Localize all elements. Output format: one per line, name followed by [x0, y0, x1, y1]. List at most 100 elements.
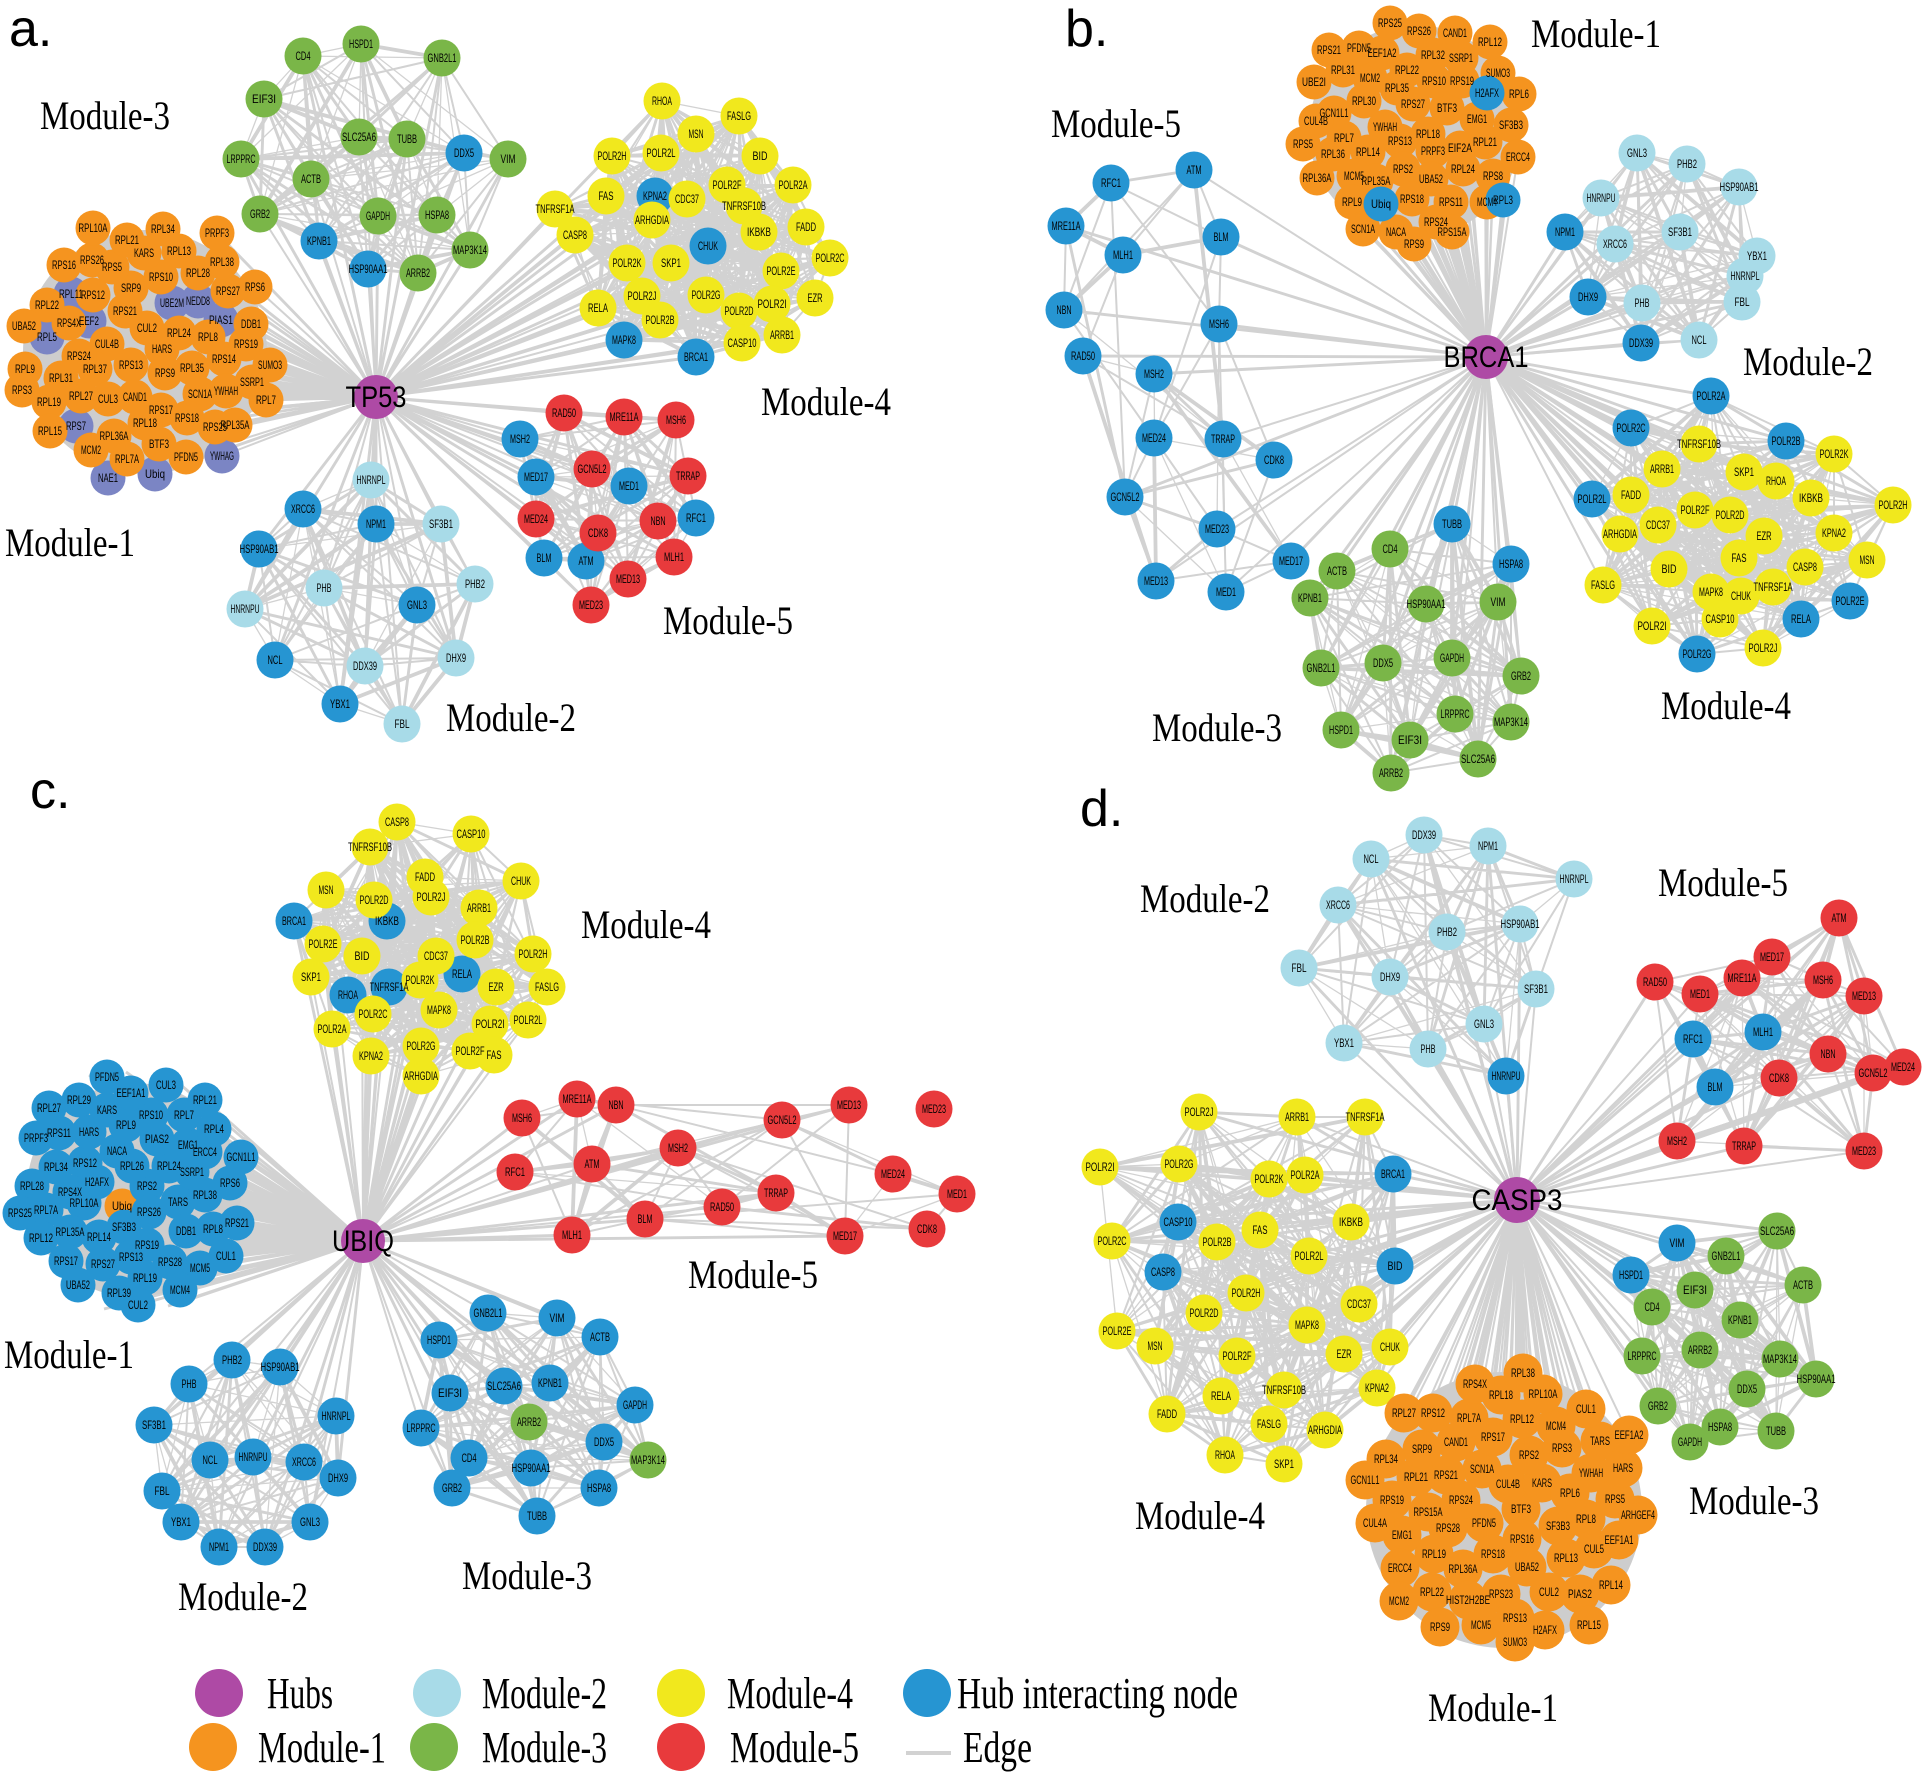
svg-text:SCN1A: SCN1A: [1351, 222, 1375, 236]
svg-text:Module-4: Module-4: [1661, 683, 1791, 728]
svg-text:RPL36A: RPL36A: [1449, 1562, 1478, 1576]
svg-text:RPL10A: RPL10A: [70, 1196, 99, 1210]
svg-text:RPL14: RPL14: [1599, 1578, 1623, 1592]
svg-text:SLC25A6: SLC25A6: [1461, 752, 1495, 766]
svg-text:ARRB2: ARRB2: [517, 1415, 541, 1429]
svg-text:BTF3: BTF3: [149, 437, 169, 451]
svg-text:RPS24: RPS24: [67, 349, 91, 363]
svg-text:RPL36: RPL36: [1321, 147, 1345, 161]
svg-text:CUL2: CUL2: [1539, 1585, 1559, 1599]
svg-text:NCL: NCL: [1364, 852, 1379, 866]
svg-text:MCM5: MCM5: [1471, 1618, 1491, 1632]
svg-text:POLR2K: POLR2K: [1255, 1172, 1284, 1186]
svg-text:POLR2E: POLR2E: [309, 937, 338, 951]
svg-text:MED1: MED1: [1690, 987, 1710, 1001]
svg-text:FBL: FBL: [1735, 295, 1750, 309]
svg-text:FASLG: FASLG: [535, 980, 559, 994]
svg-text:EZR: EZR: [1757, 529, 1772, 543]
svg-text:EEF1A1: EEF1A1: [117, 1086, 146, 1100]
svg-text:DDX39: DDX39: [1629, 336, 1653, 350]
svg-text:RPS2: RPS2: [1519, 1448, 1539, 1462]
svg-text:TNFRSF1A: TNFRSF1A: [536, 202, 575, 216]
svg-text:MRE11A: MRE11A: [1728, 971, 1757, 985]
svg-text:RPL3: RPL3: [1493, 193, 1513, 207]
svg-text:POLR2I: POLR2I: [1086, 1160, 1115, 1174]
svg-text:DHX9: DHX9: [1578, 290, 1598, 304]
svg-text:NACA: NACA: [1386, 225, 1406, 239]
svg-text:HNRNPL: HNRNPL: [322, 1409, 351, 1423]
svg-text:NCL: NCL: [203, 1453, 218, 1467]
svg-text:RPS16: RPS16: [1510, 1532, 1534, 1546]
svg-text:Module-2: Module-2: [1140, 876, 1270, 921]
svg-text:RPL38: RPL38: [193, 1188, 217, 1202]
svg-text:MSH6: MSH6: [1813, 973, 1833, 987]
svg-text:POLR2A: POLR2A: [1291, 1168, 1320, 1182]
svg-text:DHX9: DHX9: [446, 651, 466, 665]
svg-text:EZR: EZR: [489, 980, 504, 994]
svg-text:TRRAP: TRRAP: [1732, 1139, 1756, 1153]
svg-text:RPS5: RPS5: [1293, 137, 1313, 151]
svg-text:RPL11: RPL11: [59, 287, 83, 301]
svg-text:VIM: VIM: [1491, 595, 1506, 609]
svg-text:YBX1: YBX1: [330, 697, 350, 711]
svg-text:YWHAH: YWHAH: [1373, 120, 1397, 134]
svg-text:CAND1: CAND1: [123, 390, 147, 404]
svg-text:HNRNPU: HNRNPU: [1587, 191, 1616, 205]
svg-text:RPL7: RPL7: [1334, 131, 1354, 145]
svg-text:RPS12: RPS12: [73, 1156, 97, 1170]
svg-text:POLR2B: POLR2B: [1203, 1235, 1232, 1249]
svg-text:VIM: VIM: [501, 152, 516, 166]
svg-text:GRB2: GRB2: [250, 207, 270, 221]
svg-text:NPM1: NPM1: [366, 517, 386, 531]
svg-text:b.: b.: [1065, 0, 1108, 58]
svg-text:CUL4B: CUL4B: [1304, 114, 1328, 128]
svg-text:KPNA2: KPNA2: [1365, 1381, 1389, 1395]
svg-text:GRB2: GRB2: [442, 1481, 462, 1495]
svg-text:MLH1: MLH1: [1113, 248, 1133, 262]
svg-text:EEF1A1: EEF1A1: [1605, 1533, 1634, 1547]
svg-text:SF3B1: SF3B1: [1668, 225, 1692, 239]
svg-text:BTF3: BTF3: [1511, 1502, 1531, 1516]
svg-text:RAD50: RAD50: [1071, 349, 1095, 363]
svg-text:EEF1A2: EEF1A2: [1615, 1428, 1644, 1442]
svg-text:HSPD1: HSPD1: [427, 1333, 451, 1347]
svg-text:TNFRSF10B: TNFRSF10B: [1677, 437, 1721, 451]
svg-text:ARRB1: ARRB1: [1285, 1110, 1309, 1124]
svg-text:MED23: MED23: [1852, 1144, 1876, 1158]
svg-text:FASLG: FASLG: [1591, 578, 1615, 592]
svg-text:Module-5: Module-5: [688, 1252, 818, 1297]
svg-text:MCM4: MCM4: [170, 1283, 190, 1297]
svg-text:PIAS2: PIAS2: [1568, 1587, 1592, 1601]
svg-text:RPS3: RPS3: [12, 383, 32, 397]
svg-text:Module-4: Module-4: [1135, 1493, 1265, 1538]
svg-text:RAD50: RAD50: [1643, 975, 1667, 989]
svg-text:SKP1: SKP1: [1274, 1457, 1294, 1471]
svg-text:RPS15A: RPS15A: [1438, 225, 1467, 239]
svg-text:RPL7A: RPL7A: [34, 1203, 58, 1217]
svg-text:RPL9: RPL9: [1342, 195, 1362, 209]
svg-text:HARS: HARS: [152, 342, 172, 356]
svg-text:RPL9: RPL9: [15, 362, 35, 376]
svg-text:Module-1: Module-1: [1531, 11, 1661, 56]
svg-text:MSH2: MSH2: [1144, 367, 1164, 381]
svg-text:POLR2L: POLR2L: [647, 146, 676, 160]
svg-text:RPL21: RPL21: [115, 233, 139, 247]
svg-text:MED24: MED24: [524, 512, 548, 526]
svg-text:MCM2: MCM2: [1389, 1594, 1409, 1608]
svg-text:PHB2: PHB2: [1437, 925, 1457, 939]
svg-text:SSRP1: SSRP1: [240, 375, 264, 389]
svg-text:MED17: MED17: [1760, 950, 1784, 964]
svg-text:BRCA1: BRCA1: [1444, 341, 1529, 374]
svg-text:TP53: TP53: [346, 381, 407, 414]
svg-text:YWHAH: YWHAH: [1579, 1466, 1603, 1480]
svg-text:PFDN5: PFDN5: [1347, 41, 1371, 55]
svg-text:RPL35A: RPL35A: [1362, 174, 1391, 188]
svg-text:BLM: BLM: [1708, 1080, 1723, 1094]
svg-text:FADD: FADD: [415, 870, 435, 884]
svg-text:XRCC6: XRCC6: [1326, 898, 1350, 912]
svg-text:RPS26: RPS26: [1407, 24, 1431, 38]
svg-text:CUL3: CUL3: [98, 392, 118, 406]
svg-text:GAPDH: GAPDH: [1440, 651, 1464, 665]
svg-text:SLC25A6: SLC25A6: [342, 130, 376, 144]
svg-text:KARS: KARS: [1532, 1476, 1552, 1490]
